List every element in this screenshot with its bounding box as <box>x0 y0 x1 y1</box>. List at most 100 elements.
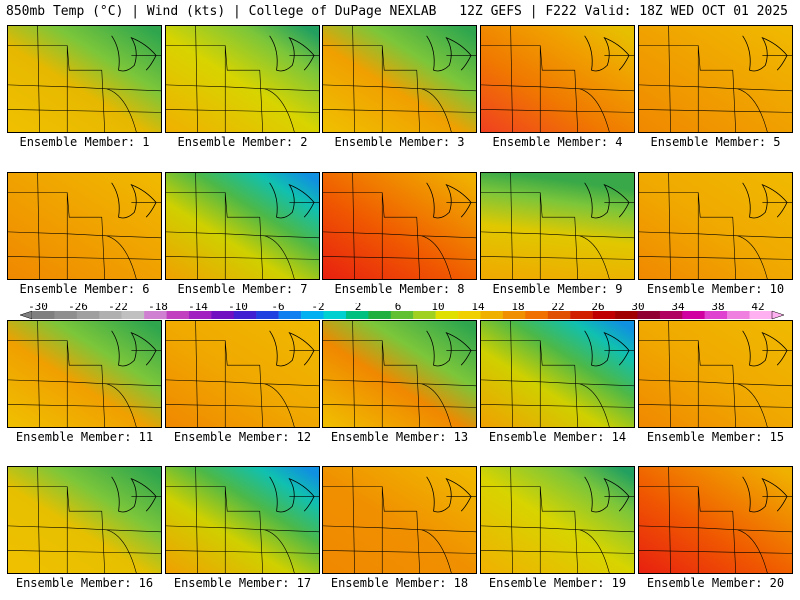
ensemble-member-label: Ensemble Member: 13 <box>330 430 469 444</box>
ensemble-panel <box>165 172 320 280</box>
ensemble-member-label: Ensemble Member: 16 <box>15 576 154 590</box>
temperature-field <box>323 467 476 573</box>
state-boundary <box>732 511 737 573</box>
colorbar-segment <box>502 311 526 319</box>
state-boundary <box>8 550 161 554</box>
state-boundary <box>166 340 260 366</box>
colorbar-segment <box>637 311 661 319</box>
state-boundary <box>8 45 102 71</box>
state-boundary <box>8 231 161 239</box>
great-lakes-outline <box>584 330 630 367</box>
state-boundary <box>481 404 634 408</box>
colorbar-segment <box>727 311 750 319</box>
state-boundary <box>579 529 610 573</box>
state-boundary <box>481 550 634 554</box>
temperature-map <box>639 173 792 279</box>
state-boundary <box>639 109 792 113</box>
temperature-map <box>639 321 792 427</box>
state-boundary <box>166 84 319 92</box>
state-boundary <box>639 340 733 366</box>
state-boundary <box>639 525 792 533</box>
colorbar-segment <box>704 311 728 319</box>
state-boundary <box>668 467 671 573</box>
great-lakes-outline <box>584 182 630 219</box>
temperature-field <box>166 467 319 573</box>
state-boundary <box>106 88 137 132</box>
great-lakes-outline <box>269 476 315 513</box>
temperature-map <box>8 467 161 573</box>
ensemble-panel <box>480 172 635 280</box>
great-lakes-outline <box>426 35 472 72</box>
colorbar-tick-label: -26 <box>68 303 88 313</box>
ensemble-panel <box>165 466 320 574</box>
ensemble-member-label: Ensemble Member: 9 <box>492 282 623 296</box>
ensemble-member-label: Ensemble Member: 14 <box>488 430 627 444</box>
temperature-field <box>323 26 476 132</box>
temperature-field <box>639 26 792 132</box>
temperature-map <box>323 467 476 573</box>
state-boundary <box>737 529 768 573</box>
colorbar-tick-label: 42 <box>751 303 764 313</box>
state-boundary <box>8 486 102 512</box>
ensemble-member-label: Ensemble Member: 7 <box>177 282 308 296</box>
state-boundary <box>323 550 476 554</box>
colorbar-tick-label: -30 <box>28 303 48 313</box>
temperature-field <box>481 26 634 132</box>
state-boundary <box>264 235 295 279</box>
state-boundary <box>639 486 733 512</box>
state-boundary <box>421 529 452 573</box>
temperature-field <box>166 321 319 427</box>
colorbar-segment <box>682 311 705 319</box>
state-boundary <box>264 383 295 427</box>
temperature-field <box>166 173 319 279</box>
state-boundary <box>166 525 319 533</box>
state-boundary <box>421 88 452 132</box>
colorbar-segment <box>368 311 391 319</box>
state-boundary <box>323 379 476 387</box>
ensemble-member-label: Ensemble Member: 2 <box>177 135 308 149</box>
ensemble-panel <box>7 172 162 280</box>
ensemble-panel <box>638 320 793 428</box>
temperature-map <box>639 467 792 573</box>
state-boundary <box>481 340 575 366</box>
colorbar-tick-label: 6 <box>395 303 402 313</box>
state-boundary <box>8 379 161 387</box>
state-boundary <box>166 192 260 218</box>
great-lakes-outline <box>426 330 472 367</box>
state-boundary <box>481 192 575 218</box>
state-boundary <box>579 88 610 132</box>
temperature-map <box>481 321 634 427</box>
colorbar-tick-label: -2 <box>311 303 324 313</box>
state-boundary <box>8 192 102 218</box>
ensemble-panel <box>322 172 477 280</box>
state-boundary <box>510 26 513 132</box>
colorbar-right-arrow <box>771 310 785 320</box>
state-boundary <box>166 109 319 113</box>
great-lakes-outline <box>111 35 157 72</box>
temperature-map <box>481 467 634 573</box>
great-lakes-outline <box>111 330 157 367</box>
colorbar-segment <box>54 311 78 319</box>
state-boundary <box>352 321 355 427</box>
temperature-field <box>8 467 161 573</box>
colorbar-tick-label: -10 <box>228 303 248 313</box>
colorbar-tick-label: 18 <box>511 303 524 313</box>
temperature-map <box>323 321 476 427</box>
colorbar-segment <box>345 311 369 319</box>
colorbar-segment <box>301 311 324 319</box>
state-boundary <box>8 256 161 260</box>
temperature-map <box>166 26 319 132</box>
state-boundary <box>323 256 476 260</box>
state-boundary <box>166 486 260 512</box>
state-boundary <box>323 404 476 408</box>
state-boundary <box>668 173 671 279</box>
state-boundary <box>481 379 634 387</box>
state-boundary <box>416 70 421 132</box>
state-boundary <box>106 529 137 573</box>
state-boundary <box>481 525 634 533</box>
ensemble-panel <box>322 320 477 428</box>
state-boundary <box>481 84 634 92</box>
state-boundary <box>510 173 513 279</box>
state-boundary <box>481 45 575 71</box>
state-boundary <box>574 365 579 427</box>
